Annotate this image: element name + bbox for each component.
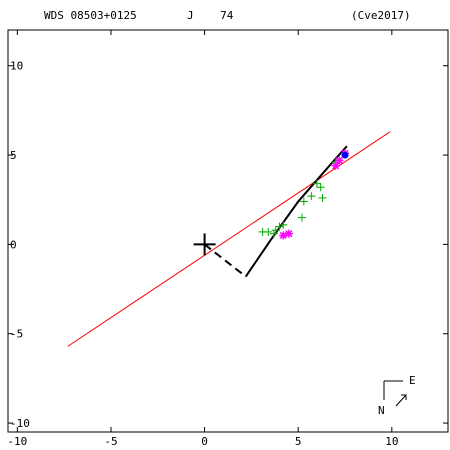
highlighted-point [335,156,344,165]
observation-point [316,183,325,192]
y-tick-label: -10 [10,417,30,430]
periastron-line [203,243,247,278]
highlighted-point [279,231,288,240]
y-tick-label: 5 [10,149,17,162]
compass-rose: E N [378,374,416,417]
highlighted-point [284,229,293,238]
highlighted-point-d2 [335,156,343,164]
x-tick-label: 0 [201,435,208,448]
observation-point [318,193,327,202]
highlighted-point [331,161,340,170]
observation-point [312,179,321,188]
y-tick-label: 0 [10,238,17,251]
compass-east-label: E [409,374,416,387]
orbit-path [244,145,348,278]
y-tick-label: 10 [10,60,23,73]
motion-arrow-head [401,394,407,400]
x-tick-label: 10 [385,435,398,448]
observation-point [297,213,306,222]
x-tick-label: -5 [104,435,117,448]
observation-point [264,227,273,236]
compass-north-label: N [378,404,385,417]
observation-point [275,222,284,231]
x-tick-label: 5 [295,435,302,448]
highlighted-point-d2 [285,230,293,238]
plot-frame [7,29,449,433]
observation-point [271,226,280,235]
current-position-point [341,151,349,159]
line-of-nodes [67,131,391,347]
header-system-id: WDS 08503+0125 [44,9,137,22]
highlighted-point-d2 [332,162,340,170]
observation-point [279,220,288,229]
observation-point [269,229,278,238]
observation-point [299,197,308,206]
header-reference: (Cve2017) [351,9,411,22]
x-tick-label: -10 [7,435,27,448]
y-tick-label: -5 [10,328,23,341]
header-designation: J 74 [187,9,234,22]
motion-arrow-shaft [395,394,407,407]
observation-point [307,192,316,201]
primary-star-marker [193,233,216,256]
